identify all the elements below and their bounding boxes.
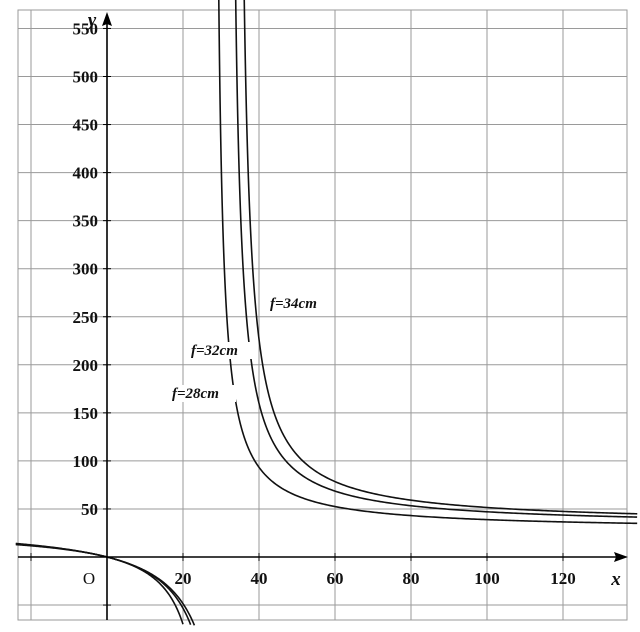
legend-label-background [170, 385, 236, 402]
y-tick-label: 550 [73, 19, 99, 38]
y-tick-label: 450 [73, 116, 99, 135]
origin-label: O [83, 569, 95, 588]
series-line-f34-right-branch [243, 0, 638, 515]
y-tick-label: 350 [73, 212, 99, 231]
labels: 20 40 60 80 100 120 50 100 150 200 250 300 350 400 450… [73, 10, 622, 590]
x-axis-label: x [610, 569, 621, 590]
y-tick-label: 250 [73, 308, 99, 327]
x-tick-label: 120 [550, 569, 576, 588]
series-line-f32-right-branch [234, 0, 638, 518]
y-tick-label: 100 [73, 452, 99, 471]
x-tick-label: 40 [251, 569, 268, 588]
curves [15, 0, 638, 626]
series-label-f28: f=28cm [172, 386, 219, 402]
x-tick-label: 100 [474, 569, 500, 588]
x-tick-label: 80 [403, 569, 420, 588]
y-tick-label: 500 [73, 68, 99, 87]
y-tick-label: 400 [73, 164, 99, 183]
y-tick-label: 200 [73, 356, 99, 375]
plot-frame [17, 9, 628, 621]
y-axis-arrow [102, 12, 112, 26]
series-label-f34: f=34cm [270, 296, 317, 312]
series-line-f28-right-branch [218, 0, 638, 525]
y-tick-label: 50 [81, 500, 98, 519]
y-axis-label: y [86, 10, 97, 31]
legend-label-background [189, 342, 255, 359]
x-tick-label: 20 [175, 569, 192, 588]
y-tick-label: 300 [73, 260, 99, 279]
x-tick-label: 60 [327, 569, 344, 588]
grid [17, 9, 628, 621]
y-tick-label: 150 [73, 404, 99, 423]
x-axis-arrow [614, 552, 628, 562]
axes [18, 12, 628, 620]
series-label-f32: f=32cm [191, 343, 238, 359]
legend-label-background [268, 295, 334, 312]
